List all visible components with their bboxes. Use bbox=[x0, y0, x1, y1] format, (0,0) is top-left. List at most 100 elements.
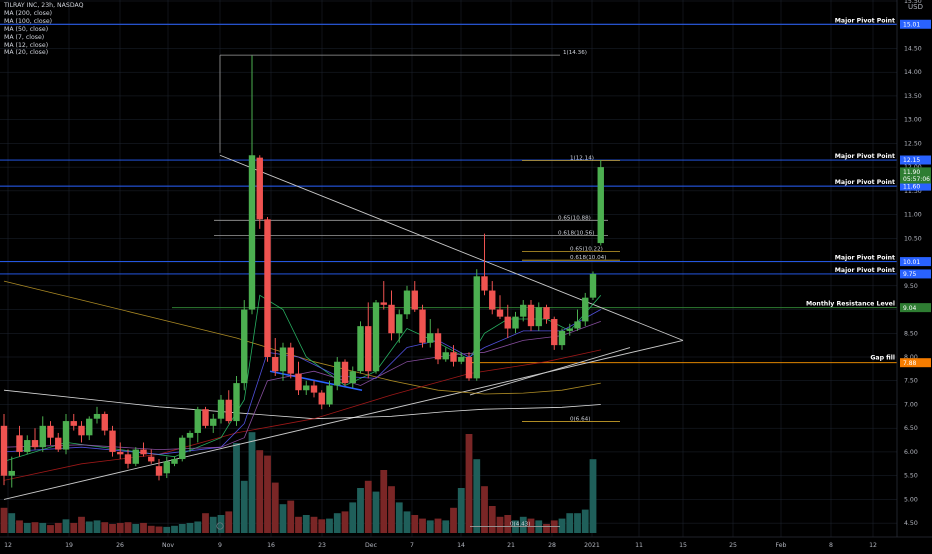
pivot-price-badge-text: 9.75 bbox=[903, 271, 917, 278]
candle-body bbox=[504, 316, 511, 329]
resistance-price-badge-text: 9.04 bbox=[903, 305, 917, 312]
time-axis-panel bbox=[0, 537, 932, 550]
candle-body bbox=[334, 361, 341, 386]
volume-bar bbox=[380, 470, 388, 533]
time-tick-label: Feb bbox=[776, 542, 787, 549]
volume-bar bbox=[85, 521, 93, 533]
volume-bar bbox=[442, 520, 450, 533]
volume-bar bbox=[318, 519, 326, 533]
time-tick-label: 25 bbox=[729, 542, 737, 549]
candle-body bbox=[349, 371, 356, 384]
volume-bar bbox=[426, 520, 434, 533]
volume-bar bbox=[310, 516, 318, 533]
current-price-badge bbox=[900, 174, 931, 184]
volume-bar bbox=[349, 502, 357, 533]
price-tick-label: 5.00 bbox=[904, 496, 918, 503]
price-tick-label: 7.00 bbox=[904, 401, 918, 408]
time-tick-label: 23 bbox=[318, 542, 326, 549]
candle-body bbox=[357, 326, 364, 372]
fib-level-label: 0.618(10.56) bbox=[558, 230, 594, 236]
price-tick-label: 8.00 bbox=[904, 354, 918, 361]
candle-body bbox=[535, 307, 542, 327]
pivot-price-badge-text: 15.01 bbox=[903, 21, 920, 28]
current-price-badge-text: 11.90 bbox=[903, 169, 920, 176]
candle-body bbox=[411, 290, 418, 310]
pivot-price-badge bbox=[900, 269, 931, 279]
candle-body bbox=[318, 392, 325, 405]
candle-body bbox=[101, 413, 108, 431]
candle-body bbox=[543, 307, 550, 320]
legend-ma-20: MA (20, close) bbox=[4, 49, 49, 57]
volume-bar bbox=[372, 491, 380, 533]
volume-bar bbox=[186, 522, 194, 533]
price-tick-label: 14.50 bbox=[904, 45, 922, 52]
volume-bar bbox=[589, 459, 597, 533]
volume-bar bbox=[155, 526, 163, 533]
volume-bar bbox=[504, 515, 512, 533]
candle-body bbox=[124, 454, 132, 464]
candle-body bbox=[496, 309, 504, 317]
candle-body bbox=[78, 425, 85, 436]
volume-bar bbox=[93, 520, 101, 533]
volume-bar bbox=[171, 525, 178, 533]
volume-bar bbox=[62, 519, 70, 533]
volume-bar bbox=[473, 459, 481, 533]
candle-body bbox=[140, 449, 147, 455]
candle-body bbox=[434, 333, 442, 360]
candle-body bbox=[31, 440, 39, 448]
candle-body bbox=[442, 352, 449, 360]
pivot-price-badge-text: 12.15 bbox=[903, 157, 920, 164]
time-tick-label: Nov bbox=[162, 542, 174, 549]
pivot-label: Major Pivot Point bbox=[835, 17, 895, 24]
pivot-label: Major Pivot Point bbox=[835, 255, 895, 262]
time-tick-label: 16 bbox=[267, 542, 275, 549]
time-tick-label: 14 bbox=[457, 542, 465, 549]
candle-body bbox=[47, 425, 54, 438]
volume-bar bbox=[434, 518, 442, 533]
candle-body bbox=[326, 385, 333, 405]
fib-level-label: 0.65(10.22) bbox=[570, 247, 603, 253]
candle-body bbox=[558, 330, 566, 346]
volume-bar bbox=[39, 522, 47, 533]
pivot-label: Major Pivot Point bbox=[835, 153, 895, 160]
fib-level-label: 1(12.14) bbox=[570, 155, 594, 161]
candle-body bbox=[225, 399, 232, 422]
candle-body bbox=[380, 302, 387, 305]
price-tick-label: 15.50 bbox=[904, 0, 922, 5]
volume-bar bbox=[481, 486, 488, 533]
candle-body bbox=[179, 437, 186, 460]
legend-ma-100: MA (100, close) bbox=[4, 17, 53, 25]
volume-bar bbox=[47, 525, 54, 533]
gap-fill-label: Gap fill bbox=[870, 355, 895, 362]
volume-bar bbox=[465, 434, 473, 533]
candle-body bbox=[303, 385, 310, 391]
price-tick-label: 5.50 bbox=[904, 473, 918, 480]
time-tick-label: 12 bbox=[4, 542, 12, 549]
volume-bar bbox=[496, 516, 504, 533]
gap-fill-price-badge-text: 7.88 bbox=[903, 360, 917, 367]
price-tick-label: 13.50 bbox=[904, 93, 922, 100]
price-tick-label: 13.00 bbox=[904, 117, 922, 124]
candle-body bbox=[520, 304, 527, 317]
volume-bar bbox=[295, 516, 302, 533]
time-tick-label: Dec bbox=[365, 542, 378, 549]
candle-body bbox=[365, 326, 372, 372]
trendline-upper bbox=[219, 154, 684, 341]
fib-level-label: 0.618(10.04) bbox=[570, 255, 606, 261]
candle-body bbox=[396, 314, 403, 334]
candle-body bbox=[473, 276, 480, 379]
price-tick-label: 6.50 bbox=[904, 425, 918, 432]
volume-bar bbox=[519, 516, 527, 533]
volume-bar bbox=[240, 480, 248, 533]
price-tick-label: 7.50 bbox=[904, 378, 918, 385]
price-tick-label: 14.00 bbox=[904, 69, 922, 76]
candle-body bbox=[148, 456, 155, 462]
trendline-blue bbox=[269, 370, 363, 392]
candle-body bbox=[582, 297, 589, 322]
gap-fill-price-badge bbox=[900, 358, 931, 368]
pivot-price-badge bbox=[900, 155, 931, 165]
moving-average-line bbox=[3, 280, 601, 395]
candle-body bbox=[597, 167, 604, 244]
